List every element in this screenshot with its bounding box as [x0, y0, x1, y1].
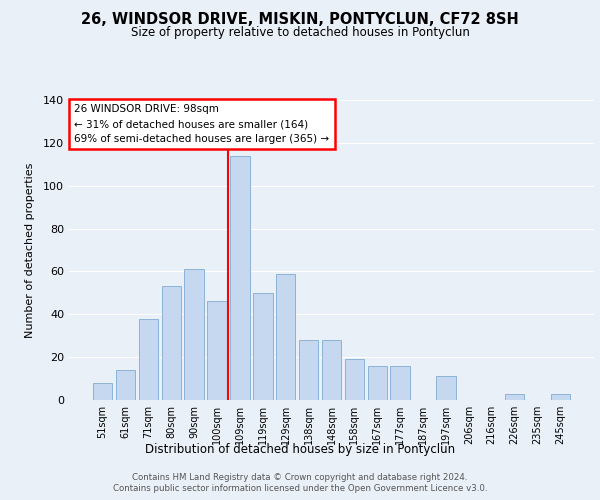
- Y-axis label: Number of detached properties: Number of detached properties: [25, 162, 35, 338]
- Bar: [161, 286, 181, 400]
- Bar: [436, 376, 455, 400]
- Bar: [253, 293, 272, 400]
- Bar: [139, 318, 158, 400]
- Text: 26 WINDSOR DRIVE: 98sqm
← 31% of detached houses are smaller (164)
69% of semi-d: 26 WINDSOR DRIVE: 98sqm ← 31% of detache…: [74, 104, 329, 144]
- Bar: [299, 340, 319, 400]
- Bar: [230, 156, 250, 400]
- Bar: [344, 360, 364, 400]
- Bar: [391, 366, 410, 400]
- Text: 26, WINDSOR DRIVE, MISKIN, PONTYCLUN, CF72 8SH: 26, WINDSOR DRIVE, MISKIN, PONTYCLUN, CF…: [81, 12, 519, 28]
- Text: Contains public sector information licensed under the Open Government Licence v3: Contains public sector information licen…: [113, 484, 487, 493]
- Bar: [368, 366, 387, 400]
- Bar: [116, 370, 135, 400]
- Bar: [184, 270, 204, 400]
- Bar: [93, 383, 112, 400]
- Bar: [276, 274, 295, 400]
- Bar: [322, 340, 341, 400]
- Text: Contains HM Land Registry data © Crown copyright and database right 2024.: Contains HM Land Registry data © Crown c…: [132, 472, 468, 482]
- Text: Size of property relative to detached houses in Pontyclun: Size of property relative to detached ho…: [131, 26, 469, 39]
- Bar: [551, 394, 570, 400]
- Text: Distribution of detached houses by size in Pontyclun: Distribution of detached houses by size …: [145, 442, 455, 456]
- Bar: [208, 302, 227, 400]
- Bar: [505, 394, 524, 400]
